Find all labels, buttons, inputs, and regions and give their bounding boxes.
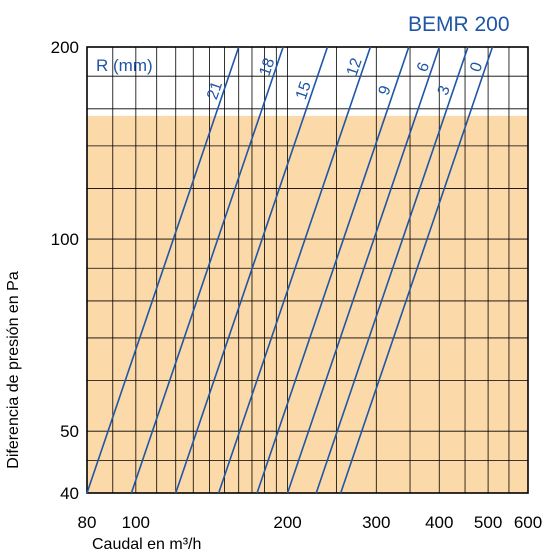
x-tick-label: 500 [474, 513, 502, 532]
x-tick-label: 300 [362, 513, 390, 532]
x-tick-label: 100 [122, 513, 150, 532]
series-line-0 [339, 46, 494, 494]
series-line-6 [286, 46, 441, 494]
x-tick-label: 80 [78, 513, 97, 532]
x-axis-label: Caudal en m³/h [92, 536, 202, 553]
y-tick-label: 40 [60, 484, 79, 503]
series-line-12 [217, 46, 372, 494]
series-label-3: 3 [435, 84, 454, 98]
x-tick-label: 200 [273, 513, 301, 532]
tick-labels: 80 100 200 300 400 500 600 40 50 100 200 [51, 38, 543, 532]
product-title: BEMR 200 [408, 13, 510, 36]
series-label-6: 6 [414, 60, 433, 74]
series-line-21 [86, 46, 240, 494]
x-tick-label: 400 [425, 513, 453, 532]
series-line-18 [130, 46, 284, 494]
shaded-region [87, 115, 528, 493]
series-lines: 21 18 15 12 9 630 [86, 46, 494, 494]
series-label-15: 15 [293, 79, 315, 101]
series-label-9: 9 [376, 84, 395, 98]
series-label-21: 21 [204, 79, 226, 101]
y-tick-label: 200 [51, 38, 79, 57]
series-line-3 [315, 46, 469, 494]
series-line-9 [256, 46, 410, 494]
series-label-12: 12 [344, 56, 366, 78]
series-label-18: 18 [257, 56, 279, 78]
y-tick-label: 50 [60, 422, 79, 441]
y-tick-label: 100 [51, 230, 79, 249]
series-line-15 [174, 46, 329, 494]
series-label-0: 0 [467, 60, 486, 74]
x-tick-label: 600 [514, 513, 542, 532]
grid [86, 46, 529, 494]
legend-title: R (mm) [96, 56, 153, 75]
plot-frame [86, 46, 529, 494]
